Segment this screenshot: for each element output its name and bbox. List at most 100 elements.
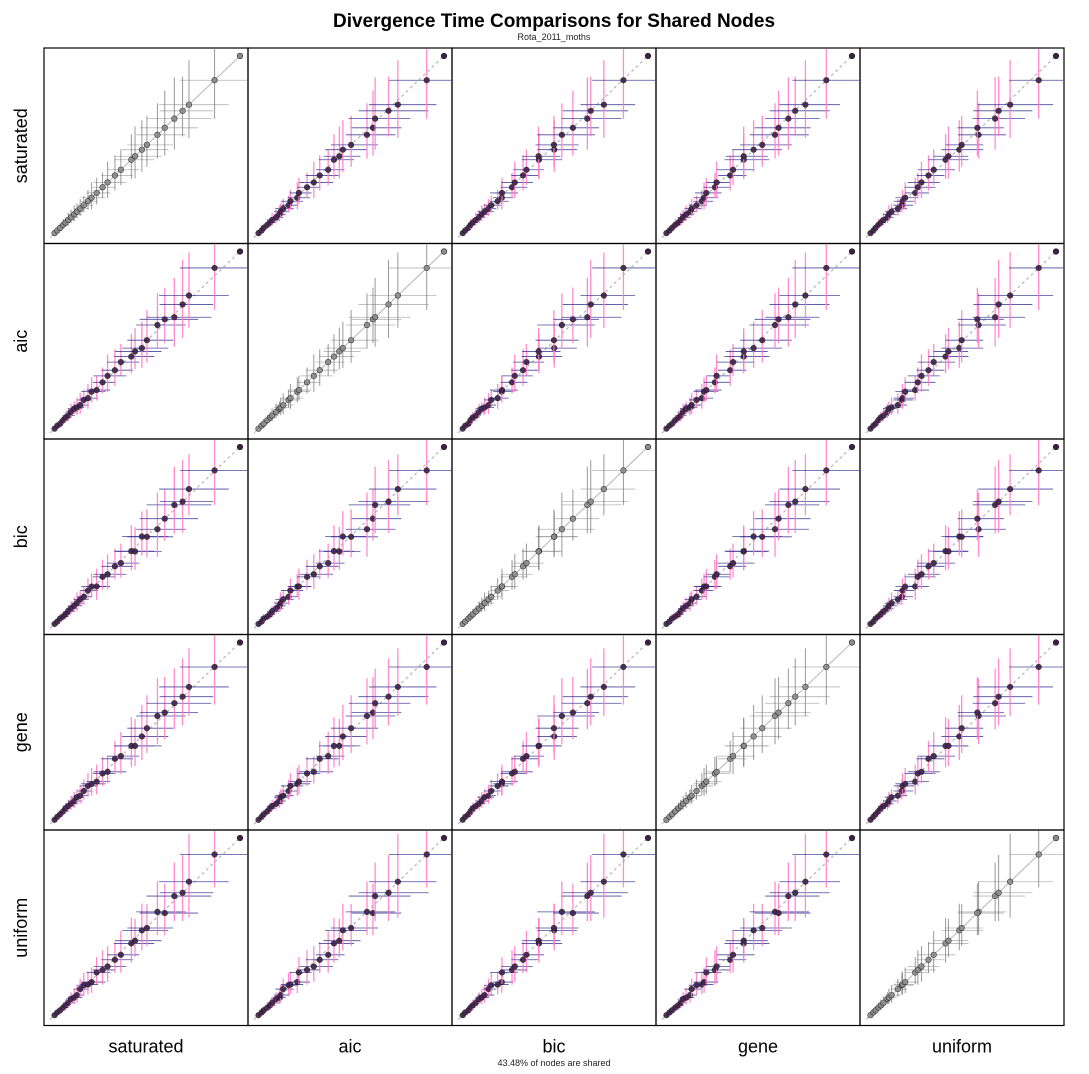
node-point xyxy=(688,985,695,993)
node-point xyxy=(185,101,193,108)
node-point xyxy=(154,321,161,329)
corner-point xyxy=(236,248,244,255)
node-point xyxy=(363,131,371,138)
column-label-bic: bic xyxy=(542,1037,565,1057)
panel-aic-vs-bic xyxy=(451,242,657,440)
node-point xyxy=(154,131,161,138)
panel-bic-vs-gene xyxy=(655,438,861,636)
node-point xyxy=(729,559,737,567)
node-point xyxy=(423,467,430,474)
corner-point xyxy=(848,639,856,646)
node-point xyxy=(584,115,591,122)
panel-uniform-vs-uniform xyxy=(859,829,1065,1027)
node-point xyxy=(775,316,782,323)
node-point xyxy=(918,372,925,379)
node-point xyxy=(925,367,932,374)
node-point xyxy=(785,892,792,900)
node-point xyxy=(310,372,317,379)
node-point xyxy=(792,301,799,308)
node-point xyxy=(1035,264,1042,272)
node-point xyxy=(703,969,710,976)
panel-saturated-vs-uniform xyxy=(859,47,1065,245)
corner-point xyxy=(848,834,856,842)
node-point xyxy=(974,709,981,716)
node-point xyxy=(523,951,530,958)
node-point xyxy=(372,501,379,508)
node-point xyxy=(750,146,757,153)
corner-point xyxy=(1052,443,1060,451)
chart-title: Divergence Time Comparisons for Shared N… xyxy=(333,11,775,32)
node-point xyxy=(802,292,809,299)
node-point xyxy=(823,264,830,272)
node-point xyxy=(974,909,981,917)
node-point xyxy=(171,501,178,508)
node-point xyxy=(295,386,303,394)
node-point xyxy=(958,725,965,732)
node-point xyxy=(888,208,895,215)
node-point xyxy=(775,124,782,131)
node-point xyxy=(131,937,139,944)
node-point xyxy=(179,301,186,308)
node-point xyxy=(385,301,392,308)
node-point xyxy=(600,683,607,691)
node-point xyxy=(620,264,627,272)
corner-point xyxy=(440,248,448,255)
node-point xyxy=(535,153,542,160)
node-point xyxy=(84,587,92,594)
node-point xyxy=(740,548,747,555)
node-point xyxy=(325,559,332,567)
node-point xyxy=(620,663,627,671)
node-point xyxy=(775,909,782,917)
node-point xyxy=(930,752,937,760)
node-point xyxy=(771,321,779,329)
panel-frame xyxy=(859,829,1065,1027)
node-point xyxy=(104,571,111,578)
node-point xyxy=(740,742,747,750)
node-point xyxy=(945,153,952,160)
node-point xyxy=(558,712,565,720)
node-point xyxy=(898,593,905,600)
node-point xyxy=(523,166,530,173)
node-point xyxy=(117,559,124,567)
node-point xyxy=(729,166,737,173)
node-point xyxy=(494,587,501,594)
node-point xyxy=(185,292,193,299)
node-point xyxy=(336,742,343,750)
node-point xyxy=(902,194,909,201)
corner-point xyxy=(644,834,652,842)
node-point xyxy=(945,548,952,555)
node-point xyxy=(394,485,401,493)
node-point xyxy=(363,321,371,329)
node-point xyxy=(958,337,965,344)
node-point xyxy=(143,337,151,344)
column-labels: saturated aic bic gene uniform xyxy=(108,1037,992,1057)
node-point xyxy=(550,725,558,732)
node-point xyxy=(620,851,627,858)
node-point xyxy=(823,851,830,858)
node-point xyxy=(713,571,720,578)
node-point xyxy=(995,498,1002,505)
panel-saturated-vs-aic xyxy=(247,47,453,245)
panel-uniform-vs-gene xyxy=(655,829,861,1027)
node-point xyxy=(179,498,186,505)
node-point xyxy=(535,742,542,750)
node-point xyxy=(535,937,542,944)
corner-point xyxy=(236,639,244,646)
node-point xyxy=(693,202,700,209)
node-point xyxy=(423,77,430,84)
node-point xyxy=(161,709,168,716)
node-point xyxy=(336,153,343,160)
node-point xyxy=(945,937,952,944)
node-point xyxy=(488,202,495,209)
node-point xyxy=(587,107,594,114)
node-point xyxy=(1007,683,1014,691)
node-point xyxy=(823,77,830,84)
node-point xyxy=(117,166,124,173)
node-point xyxy=(550,141,558,148)
node-point xyxy=(792,498,799,505)
node-point xyxy=(494,198,501,205)
node-point xyxy=(750,927,757,934)
node-point xyxy=(111,563,119,570)
node-point xyxy=(912,189,919,197)
node-point xyxy=(488,982,495,989)
